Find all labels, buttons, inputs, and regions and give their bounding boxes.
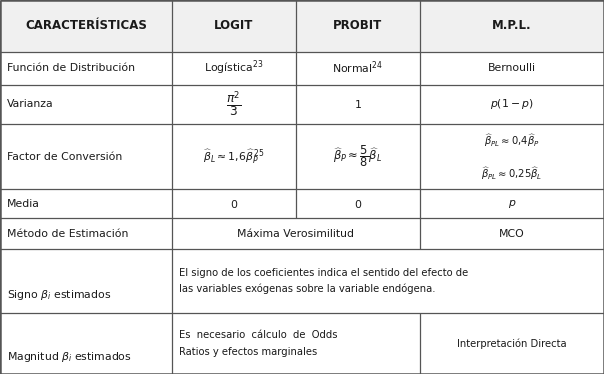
Text: El signo de los coeficientes indica el sentido del efecto de: El signo de los coeficientes indica el s…: [179, 268, 469, 278]
Text: $p(1-p)$: $p(1-p)$: [490, 97, 534, 111]
Text: $\dfrac{\pi^2}{3}$: $\dfrac{\pi^2}{3}$: [226, 89, 242, 119]
Text: Método de Estimación: Método de Estimación: [7, 229, 129, 239]
Text: $\widehat{\beta}_P \approx \dfrac{5}{8}\widehat{\beta}_L$: $\widehat{\beta}_P \approx \dfrac{5}{8}\…: [333, 144, 382, 169]
Text: Varianza: Varianza: [7, 99, 54, 109]
Text: $0$: $0$: [230, 198, 238, 210]
Text: Logística$^{23}$: Logística$^{23}$: [204, 59, 264, 77]
Text: Interpretación Directa: Interpretación Directa: [457, 338, 567, 349]
Bar: [0, 0, 604, 52]
Text: Factor de Conversión: Factor de Conversión: [7, 151, 123, 162]
Text: $\widehat{\beta}_{PL} \approx 0{,}25\widehat{\beta}_L$: $\widehat{\beta}_{PL} \approx 0{,}25\wid…: [481, 165, 542, 182]
Text: Máxima Verosimilitud: Máxima Verosimilitud: [237, 229, 355, 239]
Text: las variables exógenas sobre la variable endógena.: las variables exógenas sobre la variable…: [179, 284, 436, 294]
Text: CARACTERÍSTICAS: CARACTERÍSTICAS: [25, 19, 147, 32]
Text: Es  necesario  cálculo  de  Odds: Es necesario cálculo de Odds: [179, 330, 338, 340]
Text: Normal$^{24}$: Normal$^{24}$: [332, 60, 384, 76]
Text: M.P.L.: M.P.L.: [492, 19, 532, 32]
Text: $0$: $0$: [354, 198, 362, 210]
Text: PROBIT: PROBIT: [333, 19, 382, 32]
Text: Ratios y efectos marginales: Ratios y efectos marginales: [179, 347, 318, 356]
Text: Media: Media: [7, 199, 40, 209]
Text: Signo $\beta_i$ estimados: Signo $\beta_i$ estimados: [7, 288, 112, 302]
Text: Bernoulli: Bernoulli: [488, 63, 536, 73]
Text: $p$: $p$: [508, 198, 516, 210]
Text: $\widehat{\beta}_L \approx 1{,}6\widehat{\beta}_P^{\,25}$: $\widehat{\beta}_L \approx 1{,}6\widehat…: [204, 147, 265, 166]
Text: Función de Distribución: Función de Distribución: [7, 63, 135, 73]
Text: Magnitud $\beta_i$ estimados: Magnitud $\beta_i$ estimados: [7, 350, 132, 364]
Text: LOGIT: LOGIT: [214, 19, 254, 32]
Text: $\widehat{\beta}_{PL} \approx 0{,}4\widehat{\beta}_P$: $\widehat{\beta}_{PL} \approx 0{,}4\wide…: [484, 132, 540, 149]
Text: MCO: MCO: [499, 229, 525, 239]
Text: $1$: $1$: [354, 98, 362, 110]
